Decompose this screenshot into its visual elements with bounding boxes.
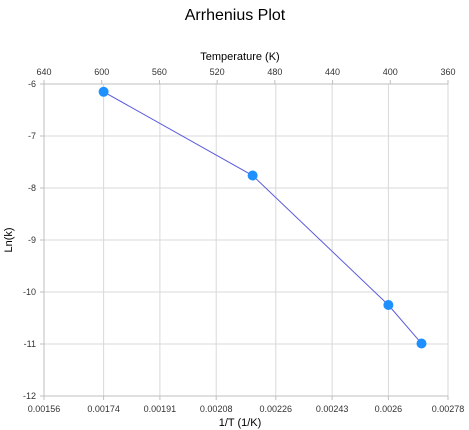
x-axis-ticks: 0.00156 0.00174 0.00191 0.00208 0.00226 0.002… — [28, 396, 465, 414]
x-tick-label: 0.00278 — [432, 404, 465, 414]
x-tick-label: 0.00174 — [87, 404, 120, 414]
data-point — [383, 300, 394, 310]
y-tick-label: -6 — [28, 79, 36, 89]
x-axis-title: 1/T (1/K) — [219, 417, 262, 429]
chart-title: Arrhenius Plot — [185, 7, 286, 24]
y-tick-label: -8 — [28, 183, 36, 193]
data-point — [247, 170, 258, 181]
y-tick-label: -7 — [28, 131, 36, 141]
y-axis-title: Ln(k) — [3, 227, 15, 252]
y-tick-label: -9 — [28, 235, 36, 245]
x-tick-label: 0.00226 — [260, 404, 293, 414]
x-tick-label: 0.00156 — [28, 404, 61, 414]
secondary-x-tick-label: 600 — [94, 67, 109, 77]
secondary-x-tick-label: 560 — [152, 67, 167, 77]
data-point — [416, 338, 427, 349]
y-tick-label: -12 — [23, 391, 36, 401]
secondary-x-tick-label: 440 — [325, 67, 340, 77]
x-tick-label: 0.0026 — [375, 404, 403, 414]
y-axis-ticks: -12 -11 -10 -9 -8 -7 -6 — [23, 79, 44, 401]
secondary-x-tick-label: 480 — [267, 67, 282, 77]
x-tick-label: 0.00208 — [200, 404, 233, 414]
series-line — [103, 91, 422, 344]
x-tick-label: 0.00243 — [316, 404, 349, 414]
y-tick-label: -11 — [24, 339, 36, 349]
x-tick-label: 0.00191 — [144, 404, 177, 414]
y-tick-label: -10 — [23, 287, 36, 297]
secondary-x-tick-label: 360 — [440, 67, 455, 77]
grid — [43, 83, 449, 397]
secondary-x-axis-title: Temperature (K) — [200, 51, 279, 63]
secondary-x-axis-ticks: 640 600 560 520 480 440 400 360 — [36, 67, 456, 84]
data-point — [98, 86, 109, 97]
series-layer — [98, 86, 427, 349]
secondary-x-tick-label: 400 — [383, 67, 398, 77]
secondary-x-tick-label: 520 — [210, 67, 225, 77]
secondary-x-tick-label: 640 — [36, 67, 51, 77]
